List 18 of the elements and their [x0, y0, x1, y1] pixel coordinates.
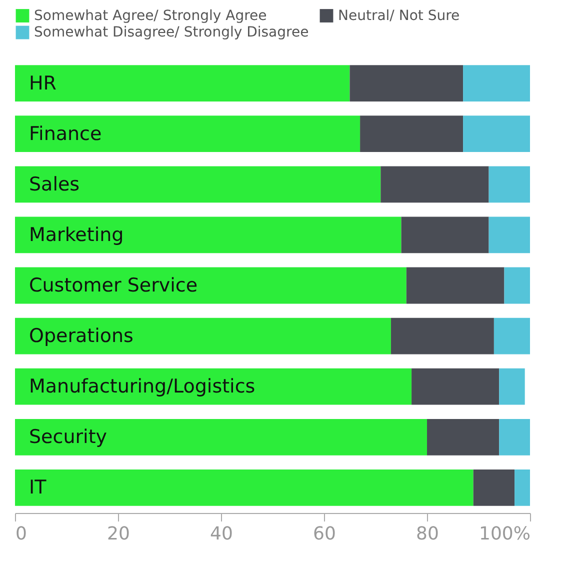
y-tick-label: Sales	[29, 173, 80, 196]
y-tick-label: Security	[29, 426, 108, 448]
x-tick-label: 100%	[479, 524, 530, 544]
legend-label: Somewhat Disagree/ Strongly Disagree	[34, 24, 309, 40]
y-tick-label: Operations	[29, 325, 134, 348]
y-tick-label: Marketing	[29, 224, 124, 246]
x-tick-label: 20	[107, 524, 130, 544]
legend-label: Somewhat Agree/ Strongly Agree	[34, 8, 267, 24]
x-tick-label: 40	[210, 524, 233, 544]
y-tick-label: HR	[29, 72, 56, 94]
y-tick-label: Manufacturing/Logistics	[29, 376, 256, 398]
y-tick-label: IT	[29, 476, 47, 499]
x-tick-label: 80	[416, 524, 439, 544]
legend-label: Neutral/ Not Sure	[338, 8, 460, 24]
y-tick-label: Finance	[29, 122, 102, 145]
x-tick-label: 0	[16, 524, 27, 544]
y-tick-label: Customer Service	[29, 274, 198, 296]
x-tick-label: 60	[313, 524, 336, 544]
